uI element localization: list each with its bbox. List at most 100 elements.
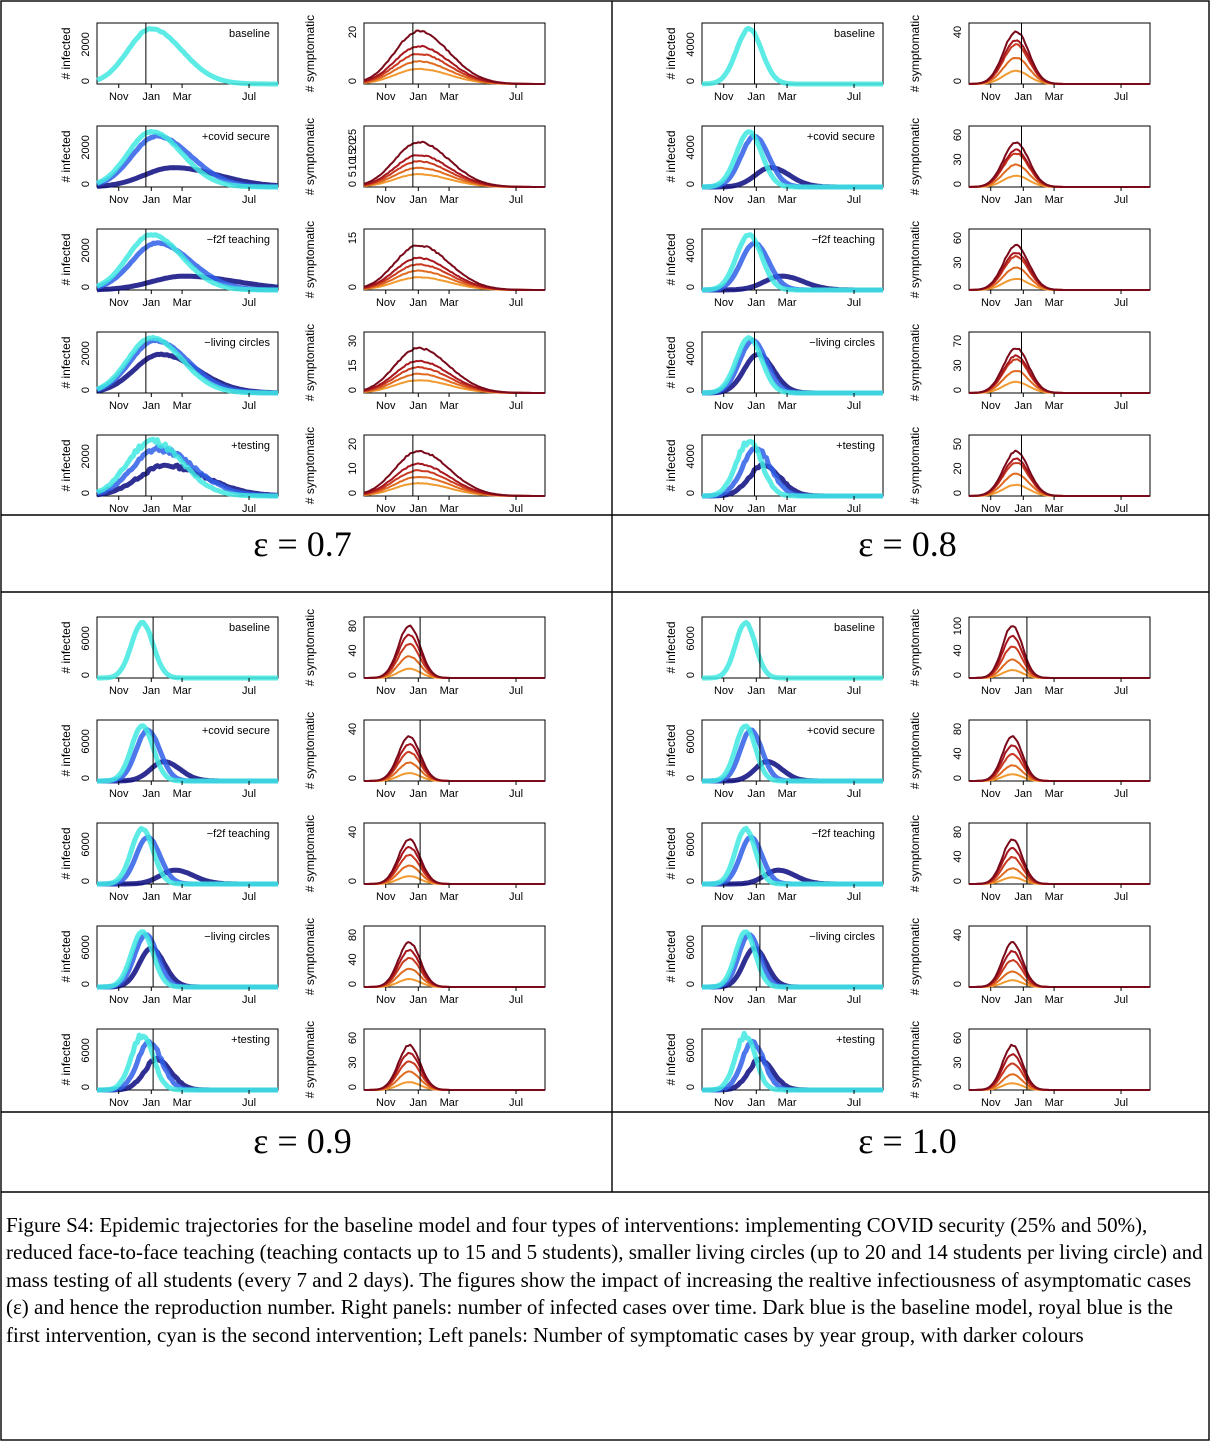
y-axis-label: # infected bbox=[59, 724, 73, 776]
row-label: +covid secure bbox=[807, 131, 875, 143]
row-label: −f2f teaching bbox=[812, 828, 875, 840]
y-tick-label: 0 bbox=[685, 878, 697, 884]
x-tick-label: Jan bbox=[747, 91, 765, 103]
x-tick-label: Nov bbox=[109, 685, 129, 697]
x-tick-label: Jan bbox=[409, 91, 427, 103]
y-tick-label: 6000 bbox=[685, 832, 697, 856]
y-tick-label: 10 bbox=[347, 158, 359, 170]
x-tick-label: Nov bbox=[109, 788, 129, 800]
infected-plot: −living circles # infected 0 4000 Nov Jan Mar J… bbox=[664, 331, 884, 412]
symptomatic-plot: # symptomatic 0 30 60 Nov Jan Mar Jul bbox=[908, 118, 1151, 206]
x-tick-label: Jul bbox=[847, 994, 861, 1006]
y-tick-label: 60 bbox=[952, 1032, 964, 1044]
x-tick-label: Jul bbox=[847, 194, 861, 206]
y-axis-label: # infected bbox=[59, 130, 73, 182]
y-axis-label: # symptomatic bbox=[303, 1021, 317, 1098]
y-tick-label: 60 bbox=[347, 1032, 359, 1044]
x-tick-label: Mar bbox=[1045, 1097, 1064, 1109]
y-axis-label: # symptomatic bbox=[908, 427, 922, 504]
x-tick-label: Mar bbox=[1045, 891, 1064, 903]
x-tick-label: Jan bbox=[142, 194, 160, 206]
x-tick-label: Jan bbox=[1014, 685, 1032, 697]
x-tick-label: Jan bbox=[142, 297, 160, 309]
x-tick-label: Jul bbox=[847, 91, 861, 103]
x-tick-label: Jan bbox=[409, 994, 427, 1006]
row-label: baseline bbox=[229, 28, 270, 40]
y-tick-label: 2000 bbox=[80, 341, 92, 365]
y-axis-label: # infected bbox=[664, 27, 678, 79]
infected-curve bbox=[96, 1032, 279, 1093]
x-tick-label: Jul bbox=[242, 91, 256, 103]
symptomatic-plot: # symptomatic 0 30 60 Nov Jan Mar Jul bbox=[908, 1021, 1151, 1109]
x-tick-label: Nov bbox=[981, 400, 1001, 412]
x-tick-label: Nov bbox=[714, 91, 734, 103]
epsilon-label: ε = 0.8 bbox=[858, 524, 957, 564]
y-axis-label: # symptomatic bbox=[908, 324, 922, 401]
y-tick-label: 0 bbox=[347, 387, 359, 393]
symptomatic-curve bbox=[364, 838, 545, 885]
x-tick-label: Jan bbox=[1014, 788, 1032, 800]
y-tick-label: 100 bbox=[952, 617, 964, 635]
y-tick-label: 20 bbox=[347, 139, 359, 151]
row-label: −f2f teaching bbox=[207, 828, 270, 840]
x-tick-label: Mar bbox=[173, 788, 192, 800]
x-tick-label: Jan bbox=[142, 788, 160, 800]
x-tick-label: Mar bbox=[778, 400, 797, 412]
infected-plot: −living circles # infected 0 6000 Nov Jan Mar J… bbox=[59, 925, 279, 1006]
y-axis-label: # symptomatic bbox=[908, 1021, 922, 1098]
x-tick-label: Jan bbox=[142, 891, 160, 903]
symptomatic-plot: # symptomatic 0 30 60 Nov Jan Mar Jul bbox=[908, 221, 1151, 309]
x-tick-label: Jul bbox=[242, 400, 256, 412]
y-tick-label: 6000 bbox=[685, 1038, 697, 1062]
y-tick-label: 0 bbox=[685, 672, 697, 678]
infected-curve bbox=[96, 929, 279, 990]
x-tick-label: Nov bbox=[714, 994, 734, 1006]
y-axis-label: # infected bbox=[664, 724, 678, 776]
x-tick-label: Jul bbox=[509, 994, 523, 1006]
y-axis-label: # symptomatic bbox=[908, 815, 922, 892]
x-tick-label: Mar bbox=[778, 994, 797, 1006]
y-tick-label: 20 bbox=[347, 26, 359, 38]
y-axis-label: # infected bbox=[664, 621, 678, 673]
y-tick-label: 0 bbox=[347, 878, 359, 884]
y-tick-label: 20 bbox=[952, 462, 964, 474]
symptomatic-curve bbox=[363, 449, 545, 497]
y-tick-label: 40 bbox=[347, 953, 359, 965]
x-tick-label: Nov bbox=[376, 685, 396, 697]
x-tick-label: Jul bbox=[1114, 788, 1128, 800]
x-tick-label: Mar bbox=[1045, 194, 1064, 206]
x-tick-label: Mar bbox=[778, 788, 797, 800]
infected-curve bbox=[96, 232, 279, 293]
symptomatic-curve bbox=[969, 1043, 1150, 1091]
x-tick-label: Nov bbox=[981, 685, 1001, 697]
y-tick-label: 40 bbox=[347, 644, 359, 656]
x-tick-label: Jan bbox=[142, 400, 160, 412]
x-tick-label: Jan bbox=[1014, 297, 1032, 309]
x-tick-label: Jul bbox=[242, 503, 256, 515]
x-tick-label: Jan bbox=[1014, 994, 1032, 1006]
x-tick-label: Jan bbox=[409, 891, 427, 903]
x-tick-label: Jul bbox=[242, 891, 256, 903]
x-tick-label: Mar bbox=[1045, 297, 1064, 309]
y-tick-label: 0 bbox=[685, 78, 697, 84]
symptomatic-plot: # symptomatic 0 40 80 Nov Jan Mar Jul bbox=[908, 712, 1151, 800]
x-tick-label: Jul bbox=[1114, 685, 1128, 697]
y-tick-label: 2000 bbox=[80, 238, 92, 262]
y-tick-label: 40 bbox=[952, 26, 964, 38]
infected-curve bbox=[95, 436, 279, 499]
y-tick-label: 30 bbox=[952, 256, 964, 268]
x-tick-label: Nov bbox=[109, 994, 129, 1006]
infected-curve bbox=[701, 25, 884, 87]
y-axis-label: # symptomatic bbox=[303, 15, 317, 92]
x-tick-label: Nov bbox=[376, 891, 396, 903]
infected-plot: −f2f teaching # infected 0 2000 Nov Jan Mar Jul bbox=[59, 228, 279, 309]
y-tick-label: 15 bbox=[347, 359, 359, 371]
y-tick-label: 80 bbox=[347, 929, 359, 941]
y-axis-label: # symptomatic bbox=[303, 609, 317, 686]
y-tick-label: 4000 bbox=[685, 32, 697, 56]
